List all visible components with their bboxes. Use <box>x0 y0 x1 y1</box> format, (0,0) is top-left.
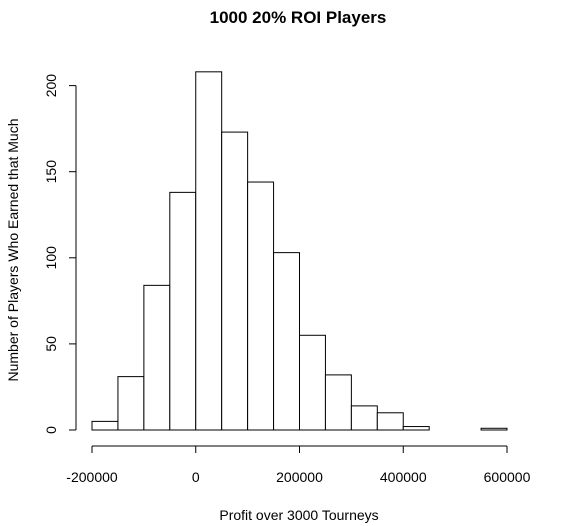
histogram-bar <box>350 405 378 431</box>
bars-group <box>91 71 508 431</box>
x-axis: -200000 0 200000 400000 600000 <box>66 445 531 485</box>
histogram-bar <box>376 412 404 431</box>
y-tick-label: 0 <box>43 426 59 434</box>
histogram-bar <box>221 131 249 431</box>
chart-title: 1000 20% ROI Players <box>210 8 387 27</box>
x-tick-label: 200000 <box>276 469 323 485</box>
histogram-bar <box>247 181 275 431</box>
y-tick-label: 50 <box>43 336 59 352</box>
y-axis-label: Number of Players Who Earned that Much <box>5 118 21 381</box>
histogram-bar <box>402 426 430 431</box>
histogram-bar <box>195 71 223 431</box>
y-tick-label: 150 <box>43 160 59 184</box>
histogram-bar <box>91 420 119 431</box>
histogram-bar <box>143 284 171 431</box>
histogram-bar <box>324 374 352 431</box>
x-axis-label: Profit over 3000 Tourneys <box>219 507 378 523</box>
y-axis: 0 50 100 150 200 <box>43 74 77 434</box>
x-tick-label: 400000 <box>380 469 427 485</box>
y-tick-label: 100 <box>43 246 59 270</box>
histogram-bar <box>480 427 508 431</box>
x-tick-label: 0 <box>192 469 200 485</box>
histogram-bar <box>169 191 197 431</box>
histogram-bar <box>273 252 300 431</box>
histogram-bar <box>299 334 326 431</box>
y-tick-label: 200 <box>43 74 59 98</box>
x-tick-label: 600000 <box>484 469 531 485</box>
x-tick-label: -200000 <box>66 469 118 485</box>
histogram-bar <box>117 376 145 431</box>
